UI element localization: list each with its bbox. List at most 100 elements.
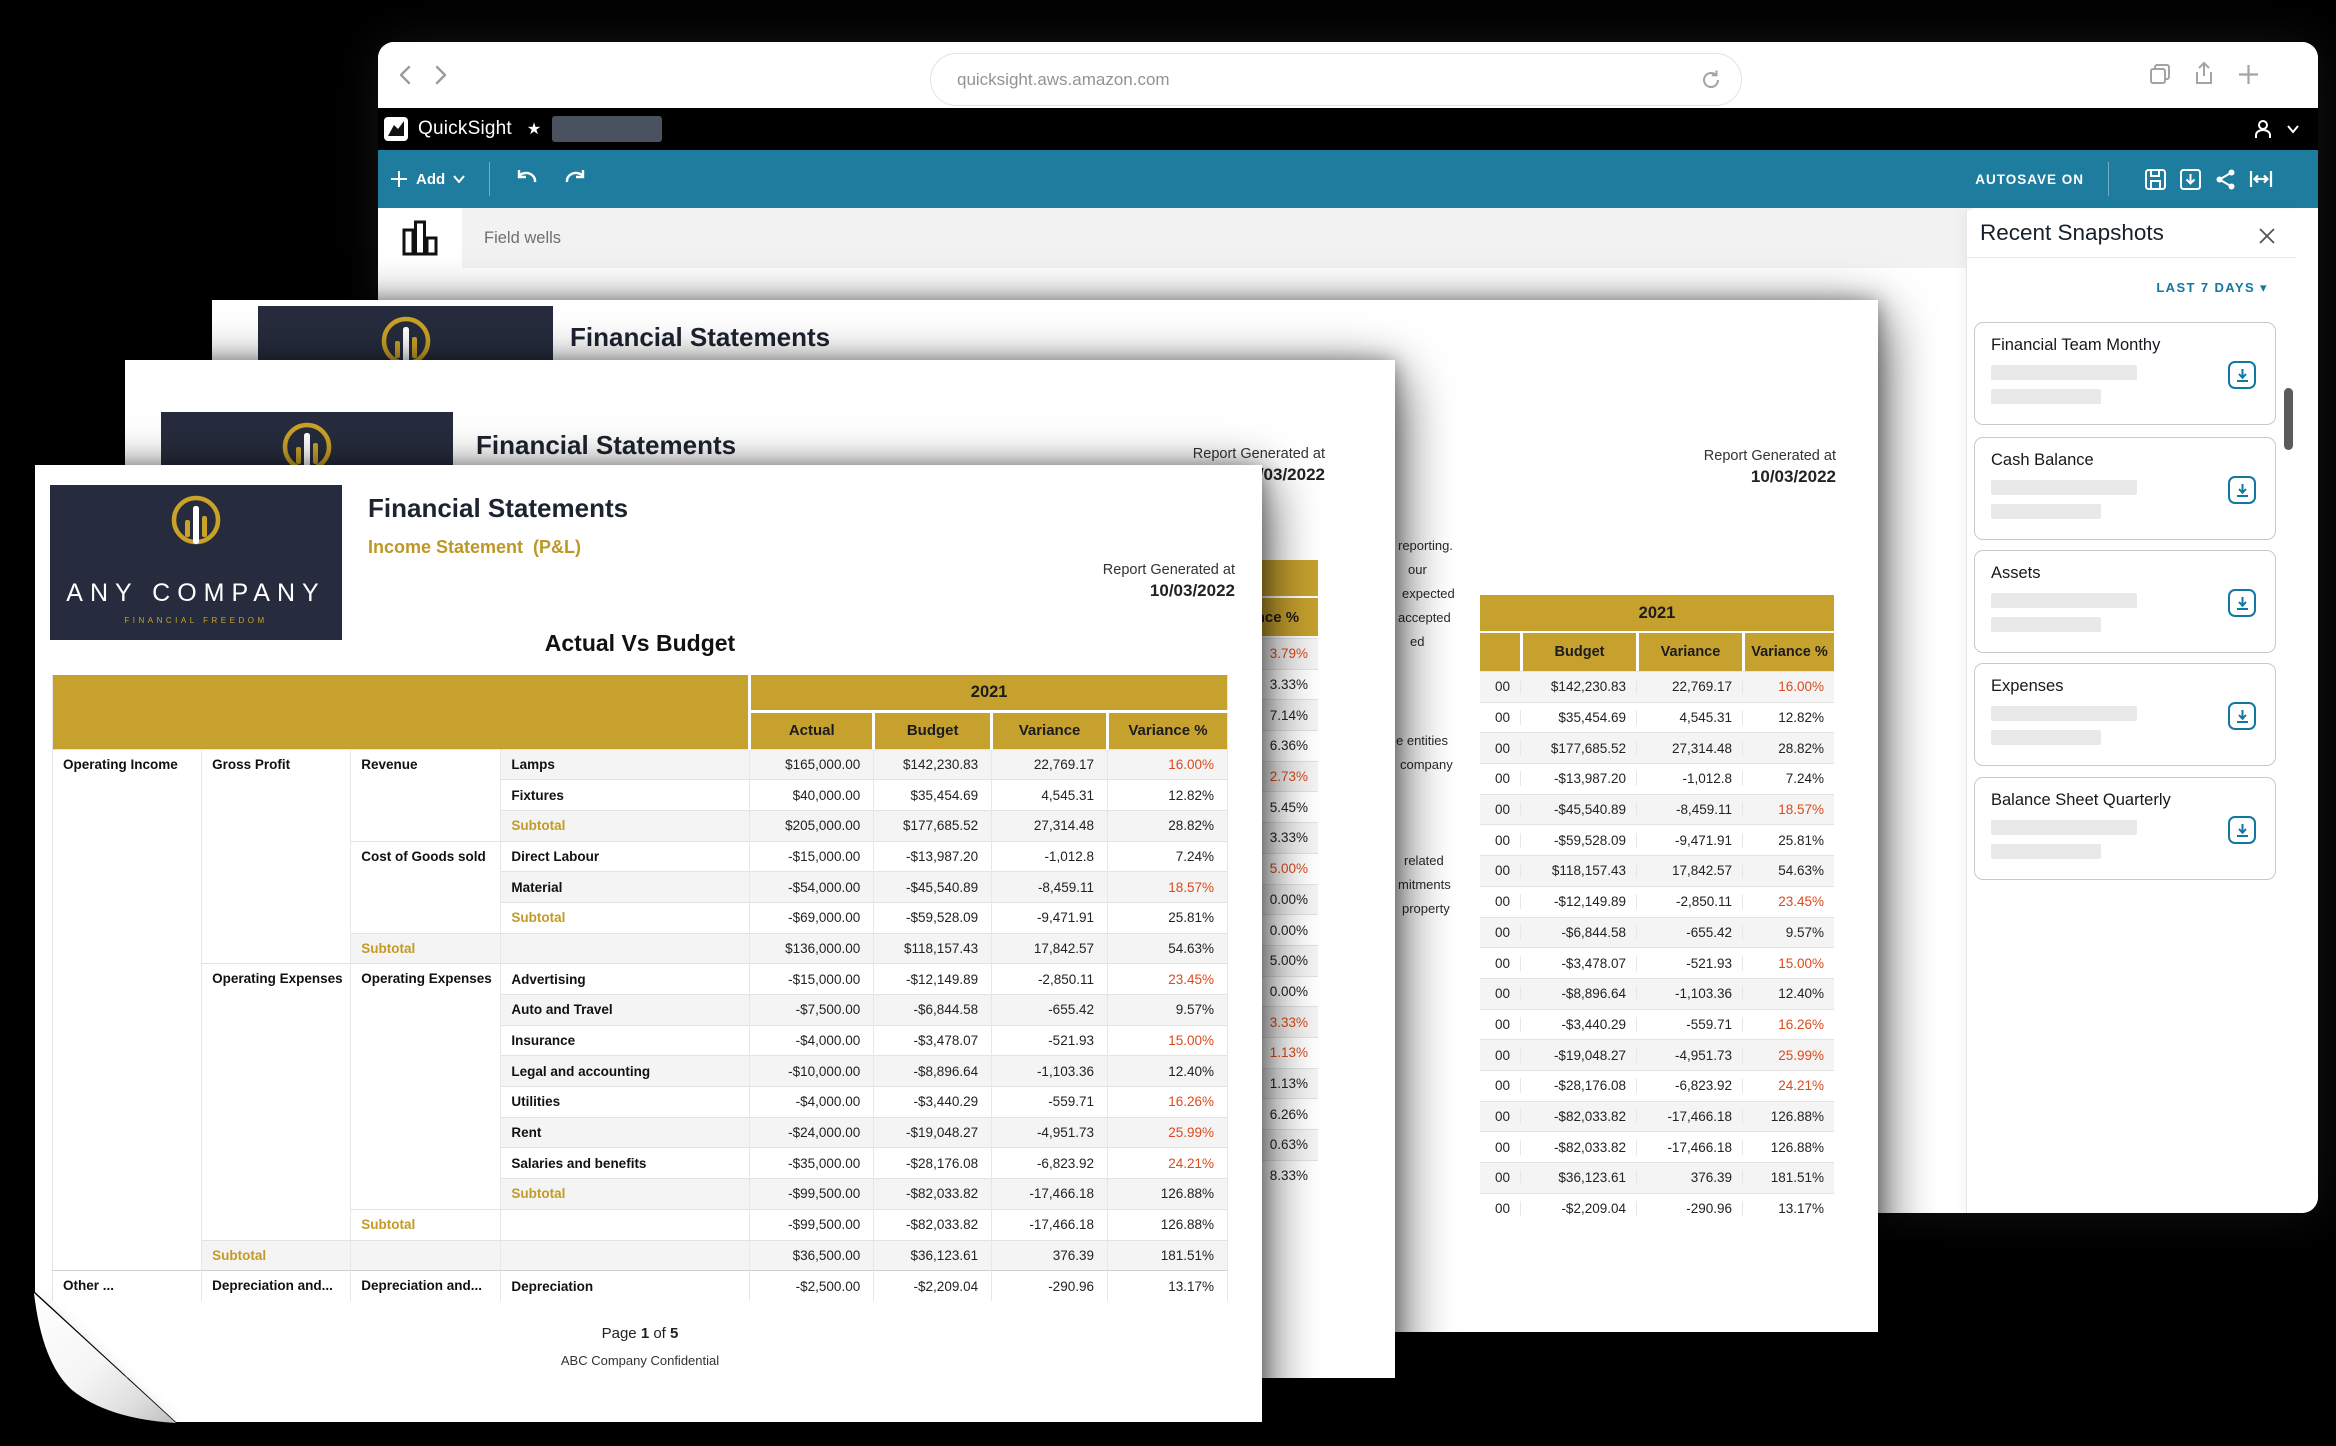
table-row: Rent -$24,000.00 -$19,048.27 -4,951.73 25.99… <box>53 1116 1229 1148</box>
placeholder-bar <box>1991 389 2101 404</box>
share-page-icon[interactable] <box>2191 60 2217 88</box>
snapshot-card-title: Expenses <box>1991 677 2064 695</box>
snapshot-card[interactable]: Assets <box>1974 550 2276 653</box>
back-icon[interactable] <box>394 63 418 87</box>
refresh-icon[interactable] <box>1699 68 1723 92</box>
favorite-star-icon[interactable]: ★ <box>526 121 542 138</box>
back-table-row: 00 -$3,440.29 -559.71 16.26% <box>1480 1008 1834 1040</box>
table-row: Legal and accounting -$10,000.00 -$8,896.6… <box>53 1055 1229 1087</box>
address-bar[interactable]: quicksight.aws.amazon.com <box>930 53 1742 106</box>
app-name: QuickSight <box>418 118 512 139</box>
download-icon <box>2236 368 2248 382</box>
back-table-row: 00 -$19,048.27 -4,951.73 25.99% <box>1480 1039 1834 1070</box>
url-text: quicksight.aws.amazon.com <box>957 69 1170 89</box>
generated-label: Report Generated at <box>1192 446 1325 462</box>
field-wells-label: Field wells <box>484 228 562 247</box>
generated-date: 10/03/2022 <box>1149 581 1235 600</box>
add-chevron-icon <box>453 175 465 183</box>
brand-mark-icon <box>171 495 221 545</box>
date-range-filter[interactable]: LAST 7 DAYS ▾ <box>2156 280 2268 295</box>
snapshot-card-title: Cash Balance <box>1991 451 2094 469</box>
back-table-row: 00 -$82,033.82 -17,466.18 126.88% <box>1480 1100 1834 1132</box>
column-header: Variance % <box>1742 633 1834 671</box>
back-table-row: 00 $36,123.61 376.39 181.51% <box>1480 1162 1834 1193</box>
download-snapshot-button[interactable] <box>2228 702 2256 730</box>
back-table-row: 00 -$2,209.04 -290.96 13.17% <box>1480 1192 1834 1224</box>
download-snapshot-button[interactable] <box>2228 361 2256 389</box>
table-row: Other ... Depreciation and... Depreciation… <box>52 1270 1229 1302</box>
save-icon[interactable] <box>2143 167 2168 192</box>
visual-type-cell[interactable] <box>378 208 462 268</box>
user-menu-chevron-icon[interactable] <box>2286 124 2300 134</box>
back-table-row: 00 $118,157.43 17,842.57 54.63% <box>1480 855 1834 886</box>
add-button[interactable]: Add <box>390 170 465 188</box>
field-wells-bar[interactable]: Field wells <box>462 208 1972 268</box>
back-table-row: 00 -$3,478.07 -521.93 15.00% <box>1480 947 1834 978</box>
table-row: Subtotal -$99,500.00 -$82,033.82 -17,466.18… <box>53 1208 1229 1240</box>
placeholder-bar <box>1991 504 2101 519</box>
forward-icon[interactable] <box>428 63 452 87</box>
generated-block-back: Report Generated at 10/03/2022 <box>1704 448 1836 487</box>
recent-snapshots-panel: Recent Snapshots LAST 7 DAYS ▾ Financial… <box>1966 210 2296 1213</box>
add-button-label: Add <box>416 170 446 188</box>
user-icon[interactable] <box>2252 118 2274 140</box>
snapshot-card[interactable]: Balance Sheet Quarterly <box>1974 777 2276 880</box>
note-fragment: expected <box>1402 586 1455 601</box>
tabs-icon[interactable] <box>2147 61 2173 87</box>
download-icon <box>2236 483 2248 497</box>
page-title: Financial Statements <box>368 493 629 523</box>
browser-chrome: quicksight.aws.amazon.com <box>378 42 2318 108</box>
table-row: Operating Expenses Operating Expenses Adve… <box>53 963 1229 1240</box>
page-number-line: Page 1 of 5 <box>601 1325 679 1342</box>
back-table-row: 00 -$8,896.64 -1,103.36 12.40% <box>1480 977 1834 1009</box>
autosave-toggle[interactable]: AUTOSAVE ON <box>1975 171 2084 187</box>
company-name: ANY COMPANY <box>66 579 326 607</box>
table-row: Auto and Travel -$7,500.00 -$6,844.58 -655.… <box>53 994 1229 1026</box>
column-header: Actual <box>748 711 874 749</box>
note-fragment: mitments <box>1398 877 1451 892</box>
column-header: Variance % <box>1105 711 1228 749</box>
page-title-middle: Financial Statements <box>476 430 737 460</box>
generated-date: 10/03/2022 <box>1750 467 1836 486</box>
table-row: Cost of Goods sold Direct Labour -$15,000.… <box>53 840 1229 934</box>
paper-front: ANY COMPANY FINANCIAL FREEDOM Financial … <box>35 465 1262 1422</box>
year-band: 2021 <box>748 675 1228 713</box>
download-snapshot-button[interactable] <box>2228 589 2256 617</box>
note-fragment: ed <box>1410 634 1425 649</box>
value-headers: Actual Budget Variance Variance % <box>53 711 1228 749</box>
placeholder-bar <box>1991 480 2137 495</box>
snapshot-card[interactable]: Expenses <box>1974 663 2276 766</box>
back-table-headers: Budget Variance Variance % <box>1480 633 1834 671</box>
expand-icon[interactable] <box>2248 167 2274 191</box>
table-row: Subtotal $36,500.00 $36,123.61 376.39 181.51… <box>53 1239 1229 1271</box>
download-snapshot-button[interactable] <box>2228 476 2256 504</box>
undo-icon[interactable] <box>514 168 540 190</box>
report-page-front: ANY COMPANY FINANCIAL FREEDOM Financial … <box>34 465 1262 1423</box>
column-header: Variance <box>1636 633 1742 671</box>
redo-icon[interactable] <box>562 168 588 190</box>
panel-title: Recent Snapshots <box>1980 220 2164 245</box>
note-fragment: related <box>1404 853 1444 868</box>
share-icon[interactable] <box>2213 167 2238 192</box>
table-row: Salaries and benefits -$35,000.00 -$28,176… <box>53 1147 1229 1179</box>
export-icon[interactable] <box>2178 167 2203 192</box>
header-right <box>2252 118 2300 140</box>
panel-scrollbar[interactable] <box>2284 388 2293 450</box>
snapshot-card-title: Assets <box>1991 564 2041 582</box>
back-table-row: 00 -$28,176.08 -6,823.92 24.21% <box>1480 1069 1834 1101</box>
generated-label: Report Generated at <box>1102 562 1235 578</box>
back-table-row: 00 -$45,540.89 -8,459.11 18.57% <box>1480 793 1834 825</box>
page-curl <box>34 1293 176 1423</box>
company-tagline: FINANCIAL FREEDOM <box>124 616 268 625</box>
table-row: Subtotal $205,000.00 $177,685.52 27,314.48 2… <box>53 809 1229 842</box>
back-table-row: 00 -$59,528.09 -9,471.91 25.81% <box>1480 824 1834 855</box>
toolbar-divider-right <box>2108 162 2109 196</box>
close-icon[interactable] <box>2257 226 2277 246</box>
download-snapshot-button[interactable] <box>2228 816 2256 844</box>
snapshot-card[interactable]: Financial Team Monthy <box>1974 322 2276 425</box>
back-table-row: 00 $142,230.83 22,769.17 16.00% <box>1480 671 1834 702</box>
snapshot-card[interactable]: Cash Balance <box>1974 437 2276 540</box>
table-row: Operating Income Gross Profit Revenue Lamps… <box>52 748 1229 1271</box>
new-tab-icon[interactable] <box>2235 61 2262 88</box>
